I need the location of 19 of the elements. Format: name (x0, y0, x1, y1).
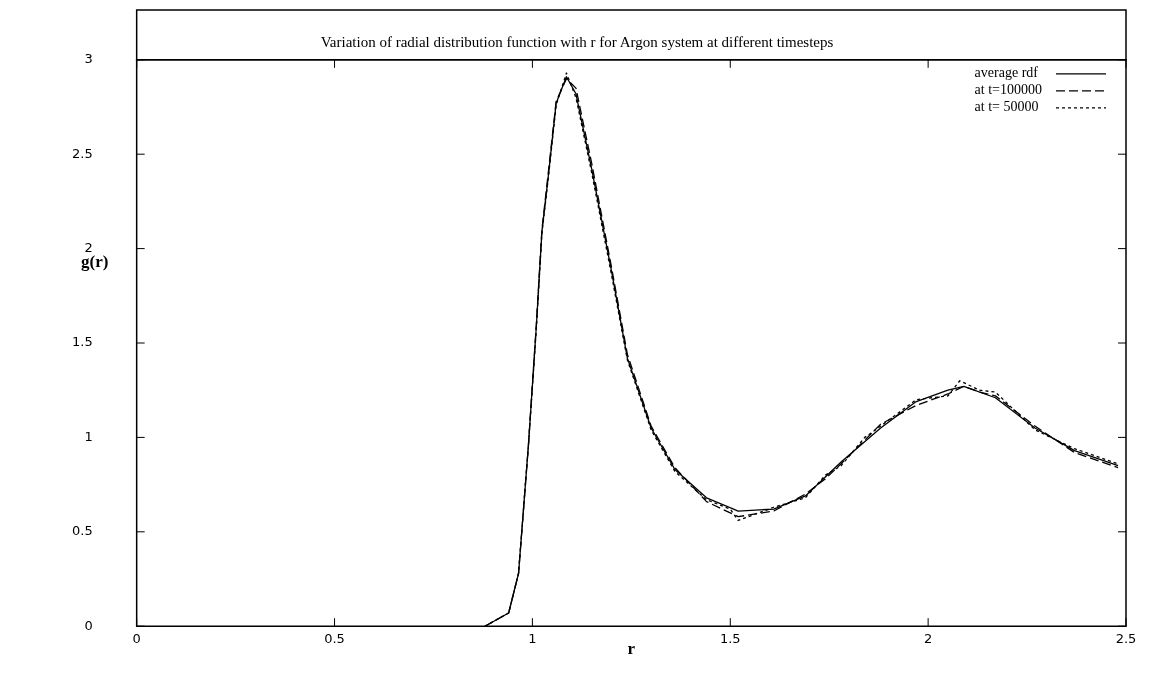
y-tick-label: 3 (84, 51, 93, 67)
y-tick-label: 0.5 (71, 523, 93, 539)
y-tick-label: 1.5 (71, 334, 93, 350)
y-tick-label: 1 (84, 428, 93, 444)
y-tick-label: 0 (84, 617, 93, 633)
y-tick-label: 2 (84, 239, 93, 255)
y-axis-title: g(r) (80, 252, 109, 272)
x-tick-label: 0.5 (324, 631, 345, 647)
legend-label: average rdf (974, 65, 1039, 81)
x-tick-label: 0 (132, 631, 141, 647)
x-tick-label: 2 (923, 631, 933, 647)
x-tick-label: 1 (528, 631, 537, 647)
legend-label: at t= 50000 (974, 99, 1039, 115)
x-tick-label: 1.5 (719, 631, 741, 647)
y-tick-label: 2.5 (71, 145, 93, 161)
chart-title: Variation of radial distribution function with r for Argon system at different timesteps (320, 33, 834, 50)
x-axis-title: r (627, 639, 636, 659)
x-tick-label: 2.5 (1115, 631, 1137, 647)
legend-label: at t=100000 (974, 82, 1042, 98)
